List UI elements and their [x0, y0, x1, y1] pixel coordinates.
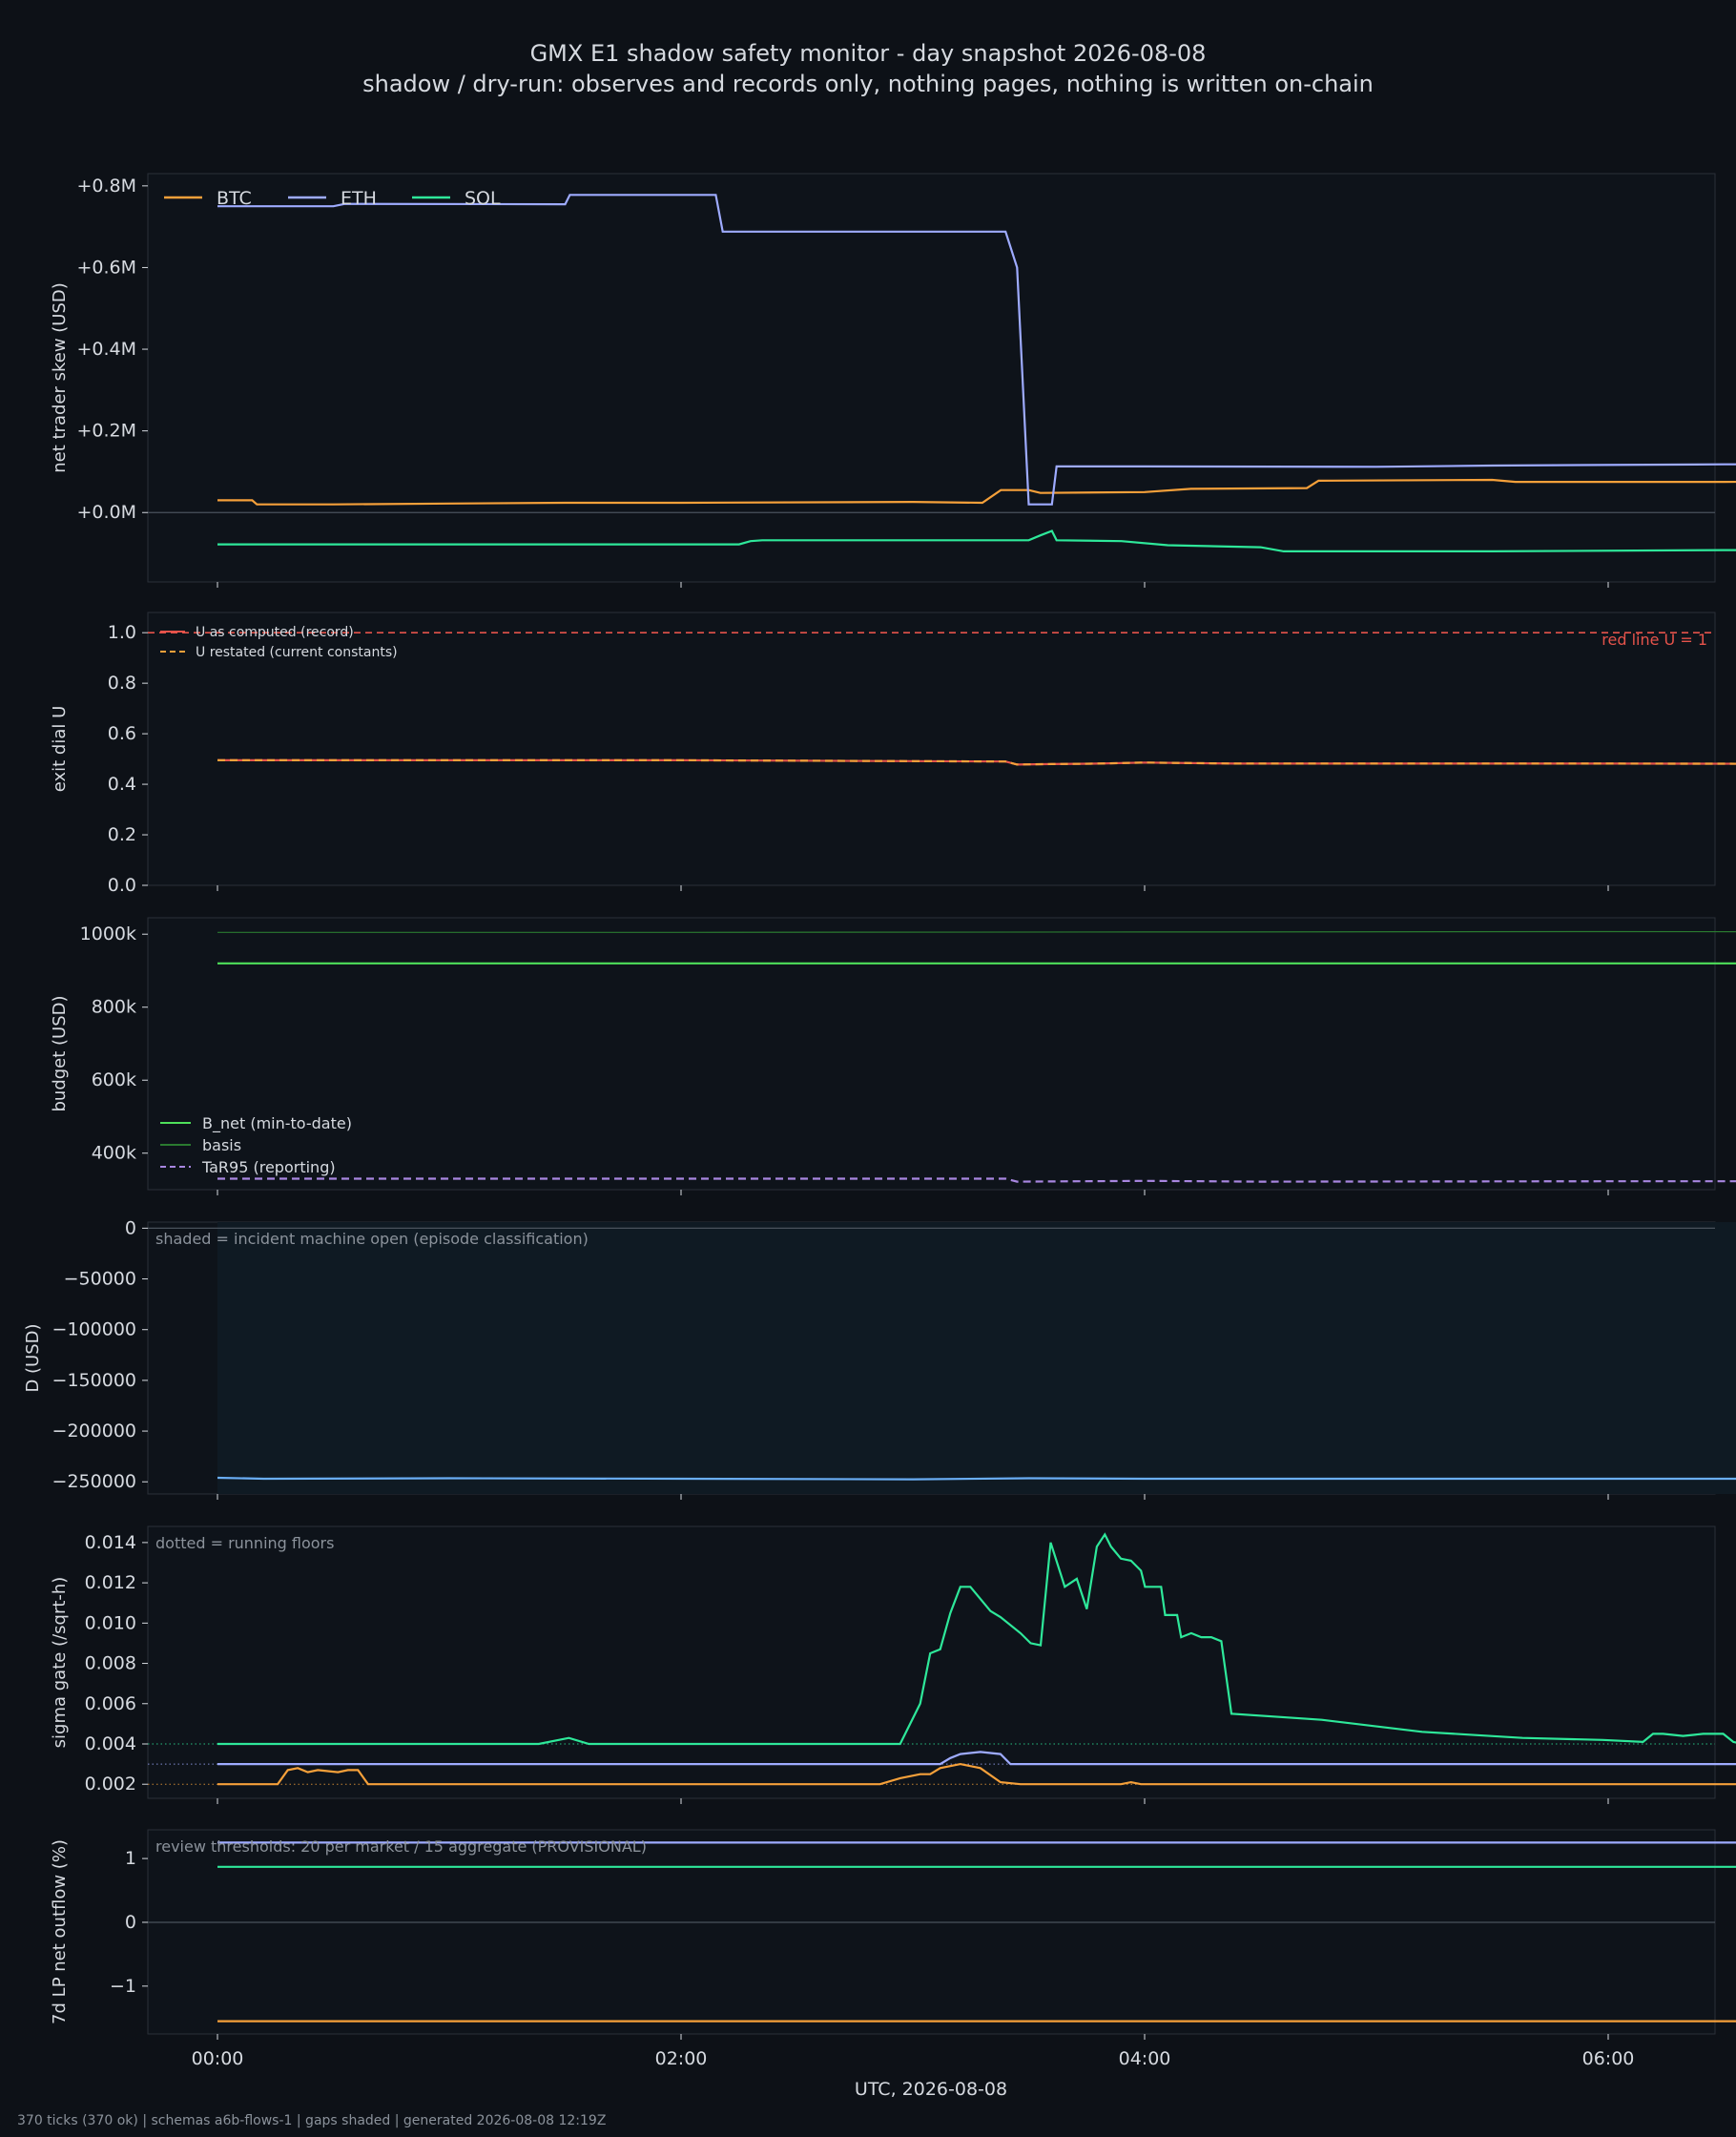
legend-label: ETH	[341, 188, 377, 209]
y-tick-label: +0.8M	[76, 176, 136, 197]
x-axis-label: UTC, 2026-08-08	[855, 2079, 1007, 2099]
panel-budget: 400k 600k 800k 1000k budget (USD) B_net (min-…	[50, 917, 1736, 1195]
footer-status: 370 ticks (370 ok) | schemas a6b-flows-1…	[17, 2113, 607, 2128]
y-tick-label: −150000	[52, 1370, 136, 1391]
x-tick-label: 06:00	[1582, 2048, 1635, 2069]
series-line-d	[217, 1476, 1736, 1481]
shaded-incident-region	[217, 1222, 1736, 1494]
series-line-eth	[217, 1751, 1736, 1766]
y-axis-label: 7d LP net outflow (%)	[50, 1839, 70, 2024]
y-tick-label: −50000	[64, 1269, 136, 1290]
panel-frame	[147, 612, 1716, 886]
y-tick-label: +0.2M	[76, 421, 136, 442]
y-axis-label: D (USD)	[23, 1323, 43, 1392]
y-tick-label: 0	[125, 1217, 136, 1238]
legend-label: B_net (min-to-date)	[202, 1114, 352, 1133]
y-tick-label: −100000	[52, 1319, 136, 1340]
series-line-tar95-reporting-	[217, 1177, 1736, 1183]
series-line-sol	[217, 1532, 1736, 1746]
y-tick-label: 0.012	[85, 1572, 136, 1593]
y-tick-label: 1	[125, 1848, 136, 1869]
y-tick-label: 600k	[92, 1069, 136, 1090]
page-subtitle: shadow / dry-run: observes and records o…	[362, 71, 1374, 97]
y-tick-label: 0.002	[85, 1774, 136, 1795]
y-axis-label: budget (USD)	[50, 995, 70, 1111]
y-tick-label: 400k	[92, 1143, 136, 1164]
page-title: GMX E1 shadow safety monitor - day snaps…	[529, 40, 1207, 67]
series-line-btc	[217, 478, 1736, 506]
series-line-sol	[217, 529, 1736, 552]
y-tick-label: 0.6	[108, 723, 136, 744]
y-tick-label: 0	[125, 1912, 136, 1933]
y-tick-label: 0.008	[85, 1653, 136, 1674]
legend-label: TaR95 (reporting)	[201, 1158, 336, 1176]
annotation: red line U = 1	[1602, 631, 1707, 649]
y-tick-label: 800k	[92, 997, 136, 1018]
y-axis-label: net trader skew (USD)	[50, 282, 70, 473]
series-line-u-restated-current-constants-	[217, 758, 1736, 766]
panel-D: 0 −50000 −100000 −150000 −200000 −250000 D (US…	[23, 1217, 1736, 1500]
x-tick-label: 00:00	[192, 2048, 244, 2069]
legend-label: U restated (current constants)	[196, 645, 398, 660]
annotation: review thresholds: 20 per market / 15 ag…	[155, 1837, 647, 1856]
panel-skew: +0.0M +0.2M +0.4M +0.6M +0.8M net trader skew…	[50, 173, 1736, 588]
panel-outflow: −1 0 1 7d LP net outflow (%) review threshol…	[50, 1829, 1736, 2099]
panel-exit_dial: 0.0 0.2 0.4 0.6 0.8 1.0 exit dial U red line U …	[50, 612, 1736, 896]
series-line-btc	[217, 1762, 1736, 1786]
legend-label: BTC	[217, 188, 252, 209]
x-tick-label: 02:00	[655, 2048, 708, 2069]
y-tick-label: 0.010	[85, 1612, 136, 1633]
panel-sigma: 0.002 0.004 0.006 0.008 0.010 0.012 0.014 sigma…	[50, 1525, 1736, 1804]
y-tick-label: 1000k	[80, 923, 136, 944]
y-tick-label: +0.4M	[76, 339, 136, 360]
y-tick-label: 0.006	[85, 1693, 136, 1714]
series-line-basis	[217, 930, 1736, 933]
panel-frame	[147, 917, 1716, 1191]
y-tick-label: −1	[110, 1976, 136, 1997]
y-tick-label: +0.6M	[76, 257, 136, 278]
y-tick-label: 0.0	[108, 875, 136, 896]
y-tick-label: 0.8	[108, 673, 136, 694]
y-tick-label: −250000	[52, 1471, 136, 1492]
y-tick-label: 0.004	[85, 1733, 136, 1754]
y-tick-label: 0.4	[108, 774, 136, 795]
legend-label: SOL	[465, 188, 501, 209]
series-line-eth	[217, 194, 1736, 506]
panel-frame	[147, 1829, 1716, 2035]
legend-label: basis	[202, 1136, 241, 1154]
y-axis-label: sigma gate (/sqrt-h)	[50, 1577, 70, 1749]
annotation: shaded = incident machine open (episode …	[155, 1230, 589, 1248]
panel-frame	[147, 173, 1716, 583]
y-tick-label: 0.014	[85, 1532, 136, 1553]
annotation: dotted = running floors	[155, 1534, 334, 1552]
y-axis-label: exit dial U	[50, 706, 70, 793]
y-tick-label: −200000	[52, 1421, 136, 1442]
y-tick-label: 1.0	[108, 622, 136, 643]
y-tick-label: +0.0M	[76, 502, 136, 523]
legend-label: U as computed (record)	[196, 625, 354, 640]
panel-frame	[147, 1525, 1716, 1799]
y-tick-label: 0.2	[108, 824, 136, 845]
x-tick-label: 04:00	[1119, 2048, 1171, 2069]
